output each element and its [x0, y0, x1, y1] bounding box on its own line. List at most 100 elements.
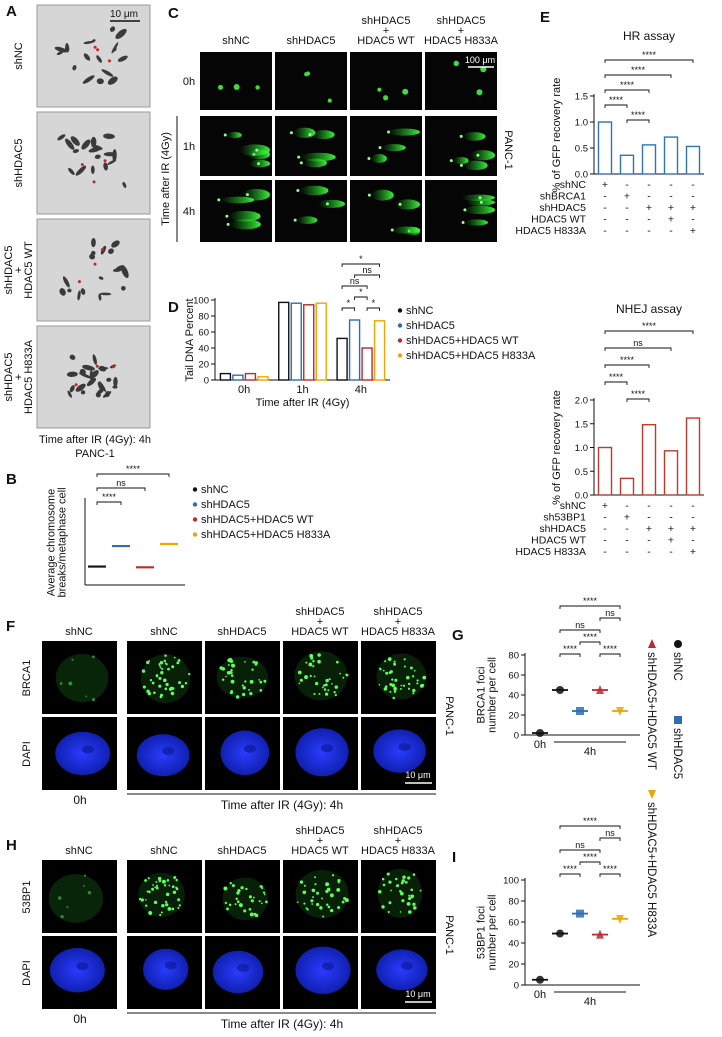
row-label: 4h — [183, 206, 195, 218]
focus — [401, 899, 405, 903]
condition-mark: - — [625, 225, 629, 237]
comet-head — [459, 163, 463, 167]
significance-bracket — [354, 274, 381, 278]
focus — [227, 664, 230, 667]
comet-head — [478, 196, 482, 200]
row-label: 1h — [183, 141, 195, 153]
marker — [556, 686, 564, 694]
column-label: shHDAC5 — [218, 845, 267, 857]
focus — [344, 898, 349, 903]
focus — [412, 692, 415, 695]
focus — [259, 885, 262, 888]
significance-label: **** — [583, 816, 598, 826]
focus — [175, 879, 178, 882]
panel-label: G — [452, 627, 464, 644]
comet-tail — [318, 199, 345, 208]
focus — [140, 898, 145, 902]
column-label: shHDAC5 — [218, 626, 267, 638]
significance-label: * — [372, 298, 376, 308]
significance-bracket — [604, 74, 672, 78]
chromosome — [62, 276, 70, 288]
comet-tail — [230, 219, 261, 230]
chromosome — [75, 165, 87, 176]
fluorescence-image — [205, 641, 280, 714]
chart-title: NHEJ assay — [616, 302, 682, 316]
row-label: shHDAC5 — [3, 246, 15, 295]
focus — [308, 662, 313, 667]
legend-label: shHDAC5 — [201, 499, 250, 511]
condition-mark: - — [647, 535, 651, 547]
panel-label: F — [6, 618, 15, 635]
condition-label: shNC — [560, 500, 587, 512]
comet-tail — [461, 194, 495, 201]
comet-head — [255, 148, 259, 152]
chromosome — [89, 253, 96, 260]
row-label: + — [13, 267, 25, 273]
marker — [576, 707, 584, 715]
focus — [228, 903, 232, 907]
chromosome — [90, 370, 99, 379]
comet-head — [476, 89, 483, 96]
focus — [319, 906, 323, 910]
comet-image — [425, 52, 497, 110]
chromosome — [107, 159, 117, 165]
focus — [327, 689, 330, 692]
row-label: shHDAC5 — [3, 353, 15, 402]
focus — [303, 902, 306, 905]
condition-label: HDAC5 WT — [531, 214, 586, 226]
comet-tail — [463, 132, 486, 141]
focus — [313, 675, 316, 678]
significance-label: **** — [642, 50, 657, 60]
focus — [159, 661, 164, 665]
column-label: shNC — [150, 845, 178, 857]
chromosome — [98, 293, 102, 301]
significance-label: **** — [126, 464, 141, 474]
focus — [337, 906, 341, 910]
condition-mark: - — [603, 225, 607, 237]
condition-mark: - — [691, 535, 695, 547]
nucleus-stain — [376, 653, 427, 700]
condition-mark: - — [669, 500, 673, 512]
chromosome — [115, 265, 125, 272]
focus — [383, 687, 388, 691]
chromosome — [65, 138, 75, 150]
chromosome — [82, 75, 95, 84]
significance-bracket — [354, 296, 368, 300]
comet-tail — [299, 185, 329, 196]
focus — [235, 695, 240, 699]
row-label: HDAC5 WT — [23, 241, 35, 299]
column-label: shHDAC5 — [374, 606, 423, 618]
bar — [685, 417, 701, 496]
focus — [309, 654, 314, 658]
y-axis-label: % of GFP recovery rate — [551, 78, 563, 193]
nucleolus — [398, 743, 411, 752]
comet-head — [293, 218, 297, 222]
chromosome — [72, 149, 80, 154]
focus — [399, 687, 402, 690]
chromosome — [92, 354, 97, 365]
row-label: shNC — [13, 42, 25, 70]
focus — [412, 902, 416, 906]
focus — [299, 880, 304, 884]
focus — [422, 675, 427, 680]
fluorescence-image — [205, 860, 280, 933]
condition-mark: + — [668, 523, 674, 535]
condition-mark: - — [625, 546, 629, 558]
condition-mark: - — [603, 523, 607, 535]
focus — [165, 903, 169, 907]
column-label: + — [458, 25, 464, 37]
break-marker — [96, 48, 100, 52]
nucleolus — [322, 962, 335, 971]
y-tick-label: 0.0 — [575, 491, 588, 502]
condition-label: HDAC5 H833A — [515, 225, 586, 237]
focus — [236, 900, 240, 904]
focus — [164, 662, 167, 665]
chromosome — [91, 237, 96, 248]
y-tick-label: 20 — [508, 960, 519, 971]
significance-label: **** — [603, 864, 618, 874]
legend-label: shNC — [201, 484, 229, 496]
y-tick-label: 0 — [514, 981, 519, 992]
focus — [175, 887, 179, 891]
column-label: shHDAC5 — [287, 35, 336, 47]
focus — [160, 671, 164, 675]
